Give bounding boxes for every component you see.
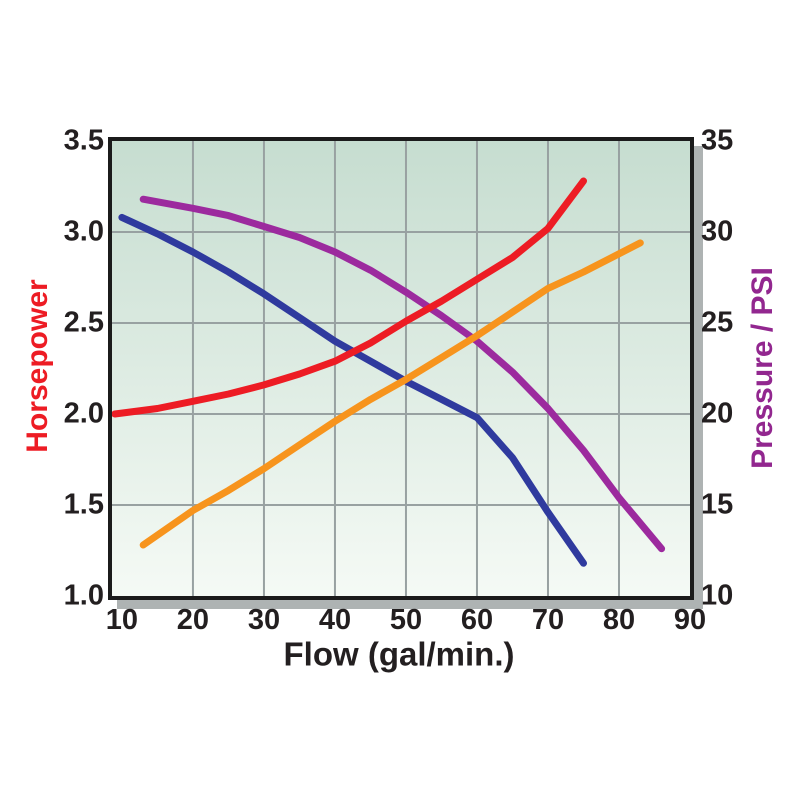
series-line-purple-pressure-curve [139,195,666,553]
x-axis-title: Flow (gal/min.) [283,635,515,673]
y-right-tick-label: 10 [701,579,734,612]
y-right-tick-label: 15 [701,488,734,521]
y-right-tick-label: 25 [701,306,734,339]
y-left-tick-label: 3.0 [63,215,104,248]
plot-background [112,141,690,596]
x-tick-label: 70 [531,604,565,636]
x-tick-label: 10 [105,604,139,636]
y-left-tick-label: 1.5 [63,488,104,521]
y-left-tick-label: 2.0 [63,397,104,430]
series-line-red-horsepower-curve [112,177,587,418]
left-axis-title: Horsepower [21,279,54,453]
chart-canvas [112,141,690,596]
right-axis-title: Pressure / PSI [746,267,779,469]
y-right-tick-label: 35 [701,124,734,157]
plot-area [108,137,694,600]
y-right-tick-label: 30 [701,215,734,248]
x-tick-label: 50 [389,604,423,636]
y-left-tick-label: 1.0 [63,579,104,612]
series-line-orange-rising-curve [139,239,644,549]
y-right-tick-label: 20 [701,397,734,430]
y-left-tick-label: 2.5 [63,306,104,339]
x-tick-label: 30 [247,604,281,636]
x-tick-label: 40 [318,604,352,636]
x-tick-label: 90 [673,604,707,636]
x-tick-label: 80 [602,604,636,636]
x-tick-label: 20 [176,604,210,636]
x-tick-label: 60 [460,604,494,636]
y-left-tick-label: 3.5 [63,124,104,157]
